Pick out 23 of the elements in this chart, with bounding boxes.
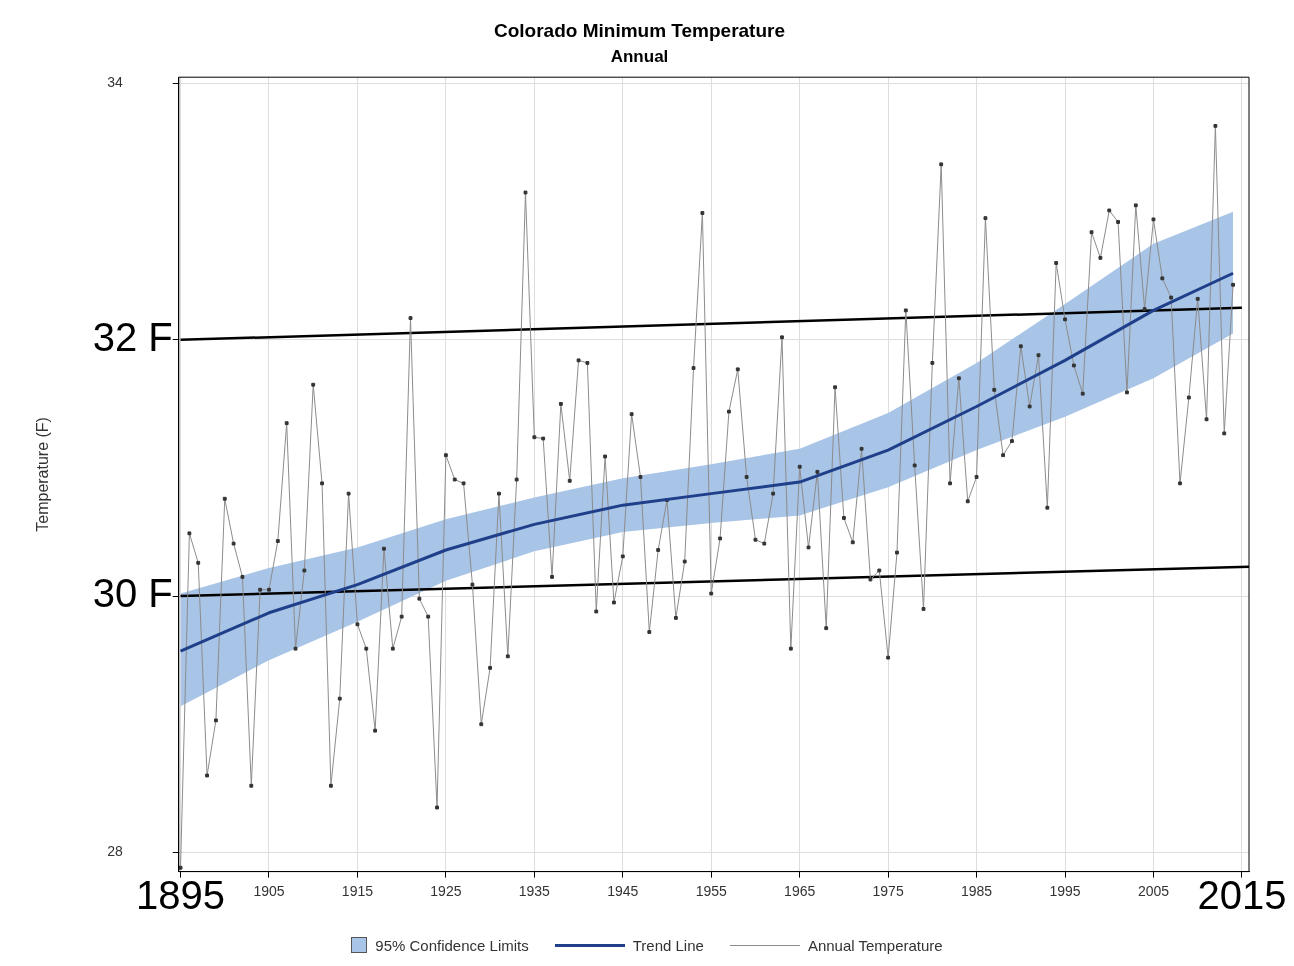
- y-axis-title: Temperature (F): [34, 417, 52, 532]
- text: 32 F: [92, 314, 173, 359]
- x-tick-label: 1985: [961, 882, 993, 899]
- chart-title: Colorado Minimum Temperature: [493, 19, 786, 41]
- text: 30 F: [92, 571, 173, 616]
- legend-label: Annual Temperature: [807, 936, 943, 954]
- x-tick-label: 1955: [695, 882, 728, 899]
- x-tick-label: 1975: [872, 882, 904, 899]
- x-tick-label: 1905: [253, 882, 285, 899]
- y-tick-label: 28: [107, 843, 123, 860]
- chart-subtitle: Annual: [610, 46, 669, 66]
- x-tick-label: 1915: [341, 882, 374, 899]
- legend-label: Trend Line: [632, 936, 704, 954]
- text: 1895: [136, 872, 226, 917]
- x-tick-label: 2005: [1137, 882, 1170, 899]
- x-tick-label: 1995: [1049, 882, 1081, 899]
- y-tick-label: 34: [107, 74, 123, 91]
- text: 2015: [1197, 872, 1287, 917]
- x-tick-label: 1965: [784, 882, 816, 899]
- x-tick-label: 1935: [518, 882, 551, 899]
- x-tick-label: 1945: [607, 882, 639, 899]
- text: 95% Confidence Limits: [375, 936, 529, 954]
- x-tick-label: 1925: [430, 882, 462, 899]
